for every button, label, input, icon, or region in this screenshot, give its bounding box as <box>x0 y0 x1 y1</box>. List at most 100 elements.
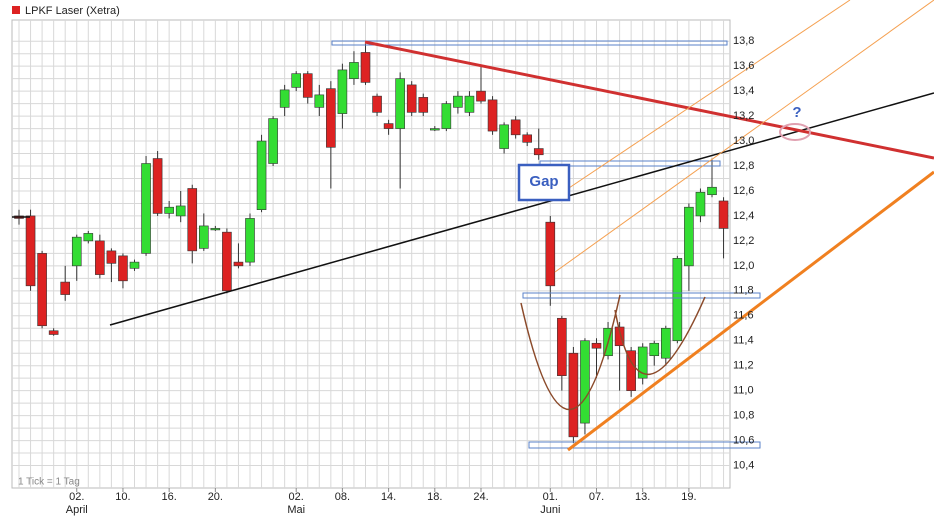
x-tick-label: 02. <box>289 491 304 503</box>
candle-body <box>60 281 71 295</box>
x-tick-label: 16. <box>162 491 177 503</box>
channel-line <box>554 0 934 273</box>
x-tick-label: 14. <box>381 491 396 503</box>
gap-box <box>517 163 571 202</box>
candle-body <box>707 186 717 196</box>
candle-body <box>106 250 117 264</box>
candle-body <box>314 94 325 108</box>
trend-line <box>109 92 934 326</box>
grid <box>12 20 730 488</box>
candle-body <box>672 258 683 342</box>
candle-body <box>464 95 475 113</box>
candle-body <box>48 330 59 335</box>
candle-body <box>637 346 648 379</box>
x-tick-label: 02. <box>69 491 84 503</box>
candle-body <box>83 233 94 242</box>
question-label: ? <box>792 104 801 121</box>
y-tick-label: 12,6 <box>733 185 754 197</box>
candle-body <box>37 253 47 327</box>
candle-body <box>118 255 128 282</box>
candle-body <box>175 205 186 217</box>
candle-body <box>291 73 302 88</box>
candle-body <box>383 123 394 129</box>
x-tick-label: 20. <box>208 491 223 503</box>
plot-area <box>11 19 731 489</box>
x-tick-label: 10. <box>115 491 130 503</box>
candle-body <box>591 342 602 349</box>
x-tick-label: 19. <box>681 491 696 503</box>
chart-title: LPKF Laser (Xetra) <box>25 5 120 17</box>
candle-body <box>718 200 729 229</box>
candle-body <box>199 225 209 249</box>
candle-body <box>233 261 244 267</box>
candle-body <box>129 261 140 269</box>
y-tick-label: 11,2 <box>733 360 754 372</box>
y-tick-label: 10,4 <box>733 459 754 471</box>
candle-body <box>152 158 163 214</box>
candle-body <box>568 352 579 438</box>
candle-body <box>395 78 405 129</box>
candle-body <box>533 148 544 156</box>
candle-body <box>626 350 636 391</box>
support-box <box>539 160 721 167</box>
month-label: Mai <box>287 504 305 516</box>
candle-body <box>580 340 590 424</box>
y-tick-label: 12,8 <box>733 160 754 172</box>
candle-body <box>557 317 567 376</box>
cup-curve <box>520 294 621 411</box>
resistance-line <box>364 40 934 160</box>
y-tick-label: 11,8 <box>733 285 754 297</box>
support-box <box>331 40 728 46</box>
y-tick-label: 13,0 <box>733 135 754 147</box>
y-tick-label: 12,2 <box>733 235 754 247</box>
y-tick-label: 10,8 <box>733 410 754 422</box>
candle-body <box>95 240 105 275</box>
candle-body <box>245 218 255 263</box>
y-tick-label: 11,0 <box>733 385 754 397</box>
month-label: April <box>66 504 88 516</box>
plot-frame <box>11 19 731 489</box>
support-box <box>528 441 761 449</box>
candle-body <box>522 134 533 143</box>
candle-body <box>279 89 290 108</box>
drawings <box>12 0 934 452</box>
candle-body <box>499 124 509 149</box>
candle-body <box>695 191 706 217</box>
candle-body <box>649 342 660 357</box>
candle-body <box>545 221 556 287</box>
candle-body <box>429 128 440 131</box>
candle-body <box>210 228 221 231</box>
x-tick-label: 24. <box>473 491 488 503</box>
candle-body <box>476 90 486 102</box>
candle-body <box>660 327 671 359</box>
y-tick-label: 10,6 <box>733 434 754 446</box>
candle-body <box>372 95 382 113</box>
candle-body <box>453 95 463 108</box>
x-tick-label: 08. <box>335 491 350 503</box>
y-tick-label: 13,4 <box>733 85 754 97</box>
candle-body <box>684 206 694 267</box>
y-tick-label: 13,8 <box>733 35 754 47</box>
y-tick-label: 11,6 <box>733 310 754 322</box>
candle-body <box>441 103 452 129</box>
candle-body <box>337 69 348 114</box>
candle-body <box>360 52 371 83</box>
candle-body <box>614 326 625 347</box>
x-tick-label: 18. <box>427 491 442 503</box>
y-tick-label: 12,4 <box>733 210 754 222</box>
candle-body <box>418 97 429 113</box>
y-tick-label: 11,4 <box>733 335 754 347</box>
x-tick-label: 07. <box>589 491 604 503</box>
candle-body <box>141 163 151 254</box>
marker-ellipse <box>779 123 811 141</box>
candle-body <box>222 231 232 292</box>
legend-swatch <box>12 6 20 14</box>
candle-body <box>25 215 36 287</box>
candle-body <box>187 188 198 252</box>
candle-body <box>487 99 498 132</box>
candle-body <box>302 73 313 98</box>
support-line <box>567 170 934 452</box>
month-label: Juni <box>540 504 560 516</box>
candle-body <box>256 140 267 210</box>
